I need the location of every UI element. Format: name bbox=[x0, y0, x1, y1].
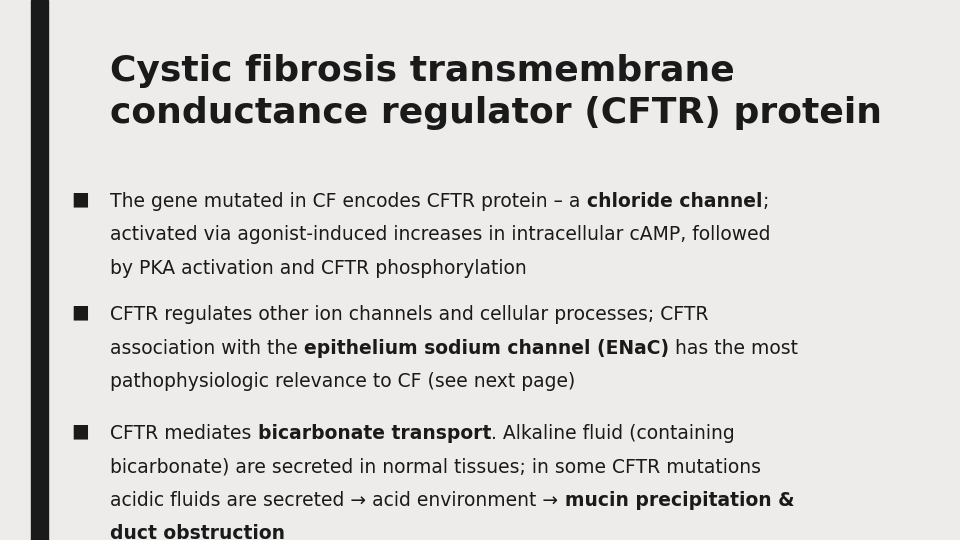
Text: CFTR regulates other ion channels and cellular processes; CFTR: CFTR regulates other ion channels and ce… bbox=[110, 305, 708, 324]
Text: ■: ■ bbox=[71, 189, 88, 208]
Text: mucin precipitation &: mucin precipitation & bbox=[564, 491, 794, 510]
Text: bicarbonate) are secreted in normal tissues; in some CFTR mutations: bicarbonate) are secreted in normal tiss… bbox=[110, 457, 761, 476]
Text: . Alkaline fluid (containing: . Alkaline fluid (containing bbox=[492, 424, 735, 443]
Text: acidic fluids are secreted → acid environment →: acidic fluids are secreted → acid enviro… bbox=[110, 491, 564, 510]
Text: CFTR mediates: CFTR mediates bbox=[110, 424, 258, 443]
Text: ;: ; bbox=[762, 192, 769, 211]
Text: ■: ■ bbox=[71, 302, 88, 321]
Text: Cystic fibrosis transmembrane
conductance regulator (CFTR) protein: Cystic fibrosis transmembrane conductanc… bbox=[110, 54, 882, 130]
Text: bicarbonate transport: bicarbonate transport bbox=[258, 424, 492, 443]
Text: pathophysiologic relevance to CF (see next page): pathophysiologic relevance to CF (see ne… bbox=[110, 372, 576, 391]
Text: by PKA activation and CFTR phosphorylation: by PKA activation and CFTR phosphorylati… bbox=[110, 259, 527, 278]
Text: duct obstruction: duct obstruction bbox=[110, 524, 285, 540]
Text: chloride channel: chloride channel bbox=[587, 192, 762, 211]
Text: The gene mutated in CF encodes CFTR protein – a: The gene mutated in CF encodes CFTR prot… bbox=[110, 192, 587, 211]
Text: activated via agonist-induced increases in intracellular cAMP, followed: activated via agonist-induced increases … bbox=[110, 225, 771, 244]
Text: ■: ■ bbox=[71, 421, 88, 440]
Text: epithelium sodium channel (ENaC): epithelium sodium channel (ENaC) bbox=[304, 339, 669, 357]
Text: has the most: has the most bbox=[669, 339, 799, 357]
Text: association with the: association with the bbox=[110, 339, 304, 357]
